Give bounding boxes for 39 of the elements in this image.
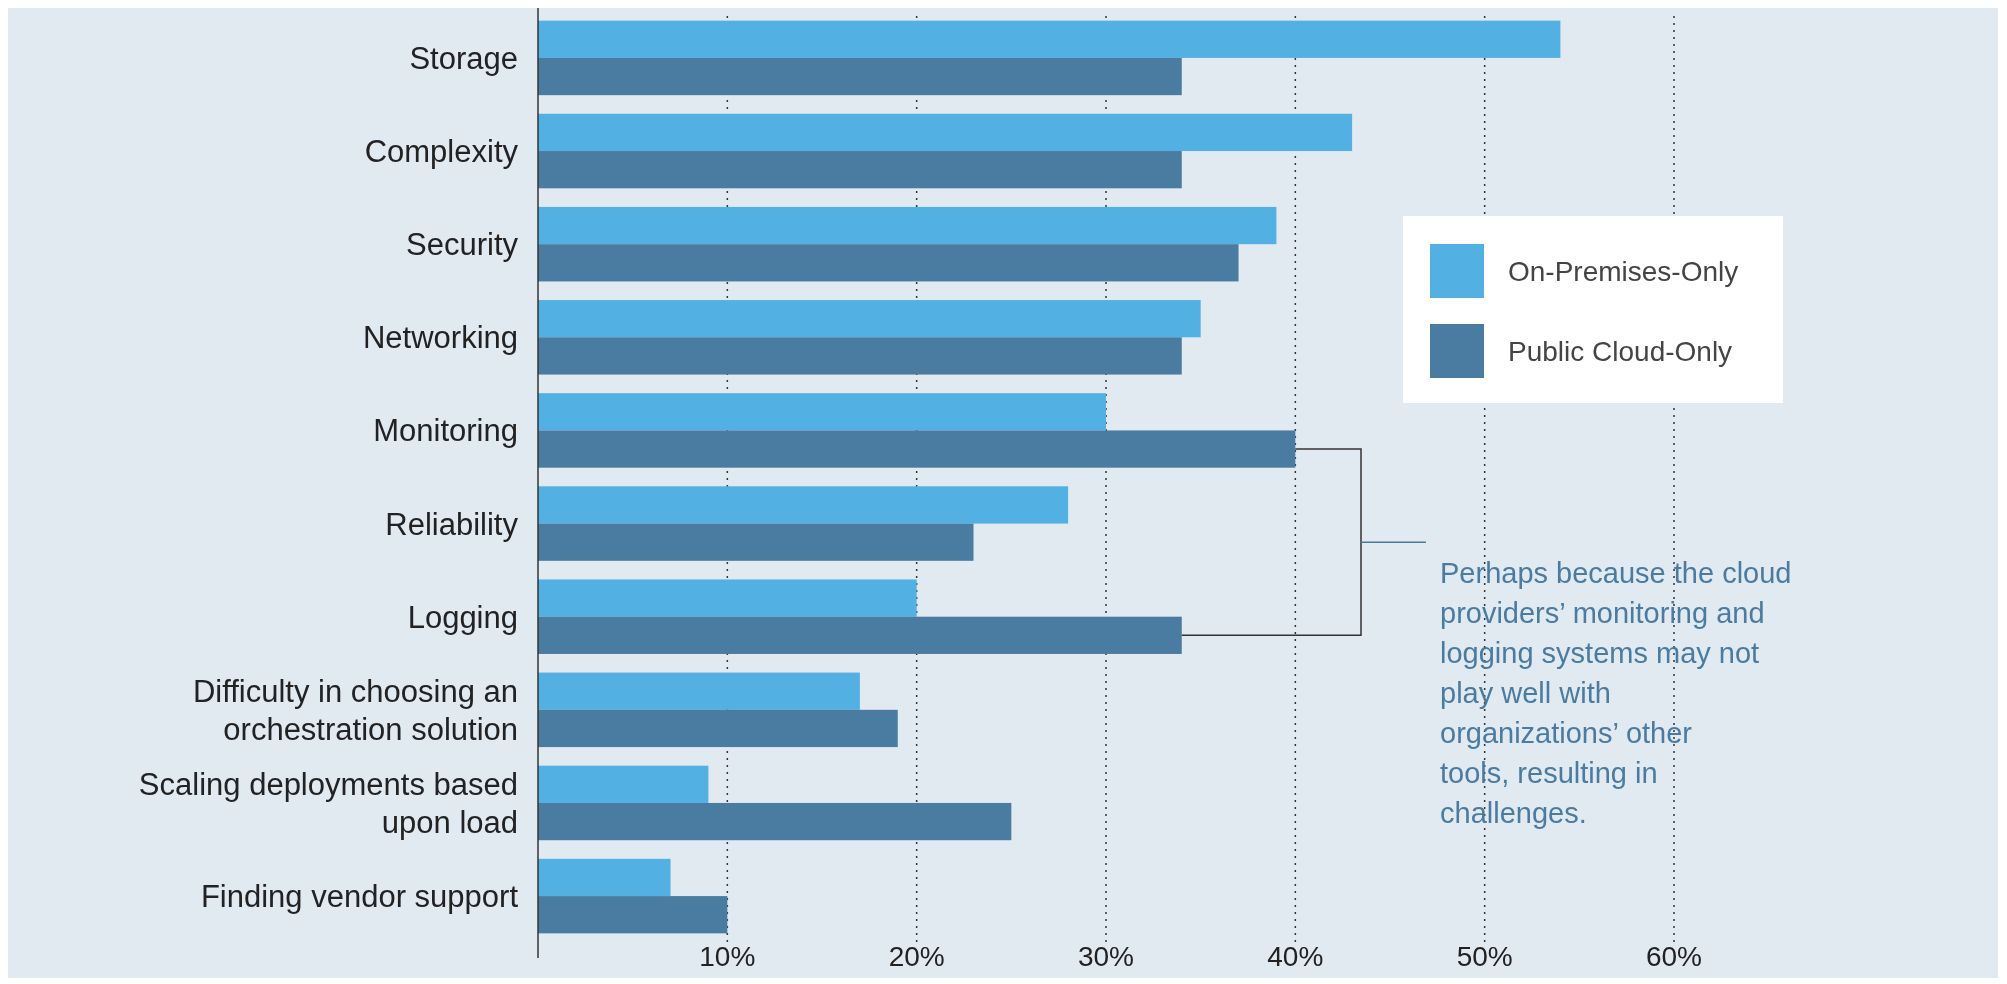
- bar: [538, 430, 1296, 468]
- bar: [538, 896, 728, 934]
- annotation: Perhaps because the cloud providers’ monitoring and logging systems may not play well with organizations’ other tools, resulting in challenges.: [1440, 557, 1792, 829]
- x-tick-label: 30%: [1077, 941, 1135, 972]
- bar: [538, 523, 974, 561]
- y-tick-label: Finding vendor support: [200, 879, 519, 915]
- y-tick-label: Storage: [409, 40, 518, 76]
- y-tick-label: Difficulty in choosing an orchestration solution: [192, 673, 518, 747]
- bar: [538, 337, 1182, 375]
- bar: [538, 20, 1561, 58]
- bar: [538, 393, 1106, 431]
- y-tick-label: Complexity: [364, 134, 519, 170]
- bar: [538, 486, 1069, 524]
- y-tick-label: Reliability: [385, 506, 519, 542]
- bar: [538, 113, 1353, 152]
- x-tick-label: 20%: [888, 941, 945, 972]
- bar: [538, 765, 709, 803]
- y-tick-label: Scaling deployments based upon load: [138, 766, 518, 840]
- bar: [538, 709, 898, 748]
- bar: [538, 57, 1182, 96]
- bar: [538, 300, 1201, 338]
- x-tick-label: 50%: [1456, 941, 1513, 972]
- x-tick-label: 40%: [1267, 941, 1324, 972]
- bar: [538, 672, 860, 710]
- legend-label: On-Premises-Only: [1508, 256, 1739, 287]
- y-tick-label: Monitoring: [373, 413, 518, 449]
- bar: [538, 206, 1277, 245]
- bar: [538, 579, 917, 617]
- y-tick-label: Networking: [362, 320, 518, 356]
- y-tick-label: Logging: [407, 599, 518, 635]
- legend-label: Public Cloud-Only: [1508, 336, 1733, 367]
- y-tick-label: Security: [406, 227, 519, 263]
- bar: [538, 151, 1182, 189]
- x-tick-label: 60%: [1645, 941, 1703, 972]
- x-tick-label: 10%: [699, 941, 756, 972]
- bar: [538, 244, 1239, 282]
- bar: [538, 802, 1012, 841]
- bar: [538, 616, 1182, 654]
- bar: [538, 858, 671, 897]
